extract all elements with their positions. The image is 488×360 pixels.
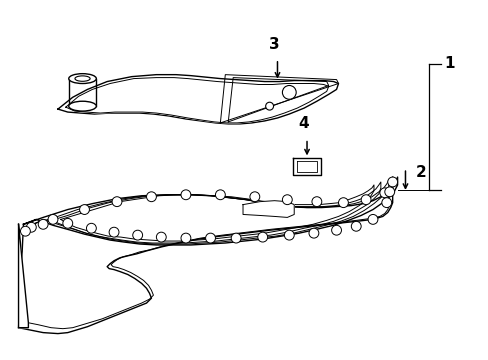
Circle shape (361, 195, 370, 204)
Text: 4: 4 (298, 116, 309, 131)
Circle shape (156, 232, 166, 242)
Circle shape (331, 225, 341, 235)
Circle shape (109, 227, 119, 237)
Circle shape (181, 233, 190, 243)
Circle shape (38, 219, 48, 229)
Ellipse shape (69, 74, 96, 84)
Polygon shape (243, 201, 294, 217)
Circle shape (381, 198, 391, 208)
Circle shape (384, 187, 394, 197)
Circle shape (338, 198, 347, 208)
Circle shape (249, 192, 259, 202)
Circle shape (387, 177, 397, 187)
Circle shape (86, 223, 96, 233)
Circle shape (231, 233, 241, 243)
Circle shape (379, 188, 389, 198)
Polygon shape (58, 75, 338, 124)
Circle shape (282, 195, 292, 204)
Circle shape (63, 219, 73, 228)
Polygon shape (293, 158, 320, 175)
Circle shape (215, 190, 225, 200)
Circle shape (257, 232, 267, 242)
Ellipse shape (69, 101, 96, 111)
Circle shape (367, 215, 377, 224)
Circle shape (284, 230, 294, 240)
Circle shape (132, 230, 142, 240)
Text: 2: 2 (414, 165, 425, 180)
Circle shape (311, 197, 321, 207)
Circle shape (48, 215, 58, 224)
Polygon shape (19, 224, 28, 328)
Circle shape (350, 221, 361, 231)
Circle shape (205, 233, 215, 243)
Ellipse shape (75, 76, 90, 81)
Polygon shape (23, 177, 397, 245)
Circle shape (146, 192, 156, 202)
Circle shape (282, 85, 296, 99)
Circle shape (308, 228, 318, 238)
Text: 1: 1 (443, 56, 453, 71)
Polygon shape (66, 78, 328, 123)
Circle shape (265, 102, 273, 110)
Circle shape (26, 222, 36, 232)
Circle shape (20, 226, 30, 236)
Circle shape (112, 197, 122, 207)
Text: 3: 3 (269, 37, 279, 52)
Circle shape (181, 190, 190, 200)
Circle shape (80, 204, 89, 215)
